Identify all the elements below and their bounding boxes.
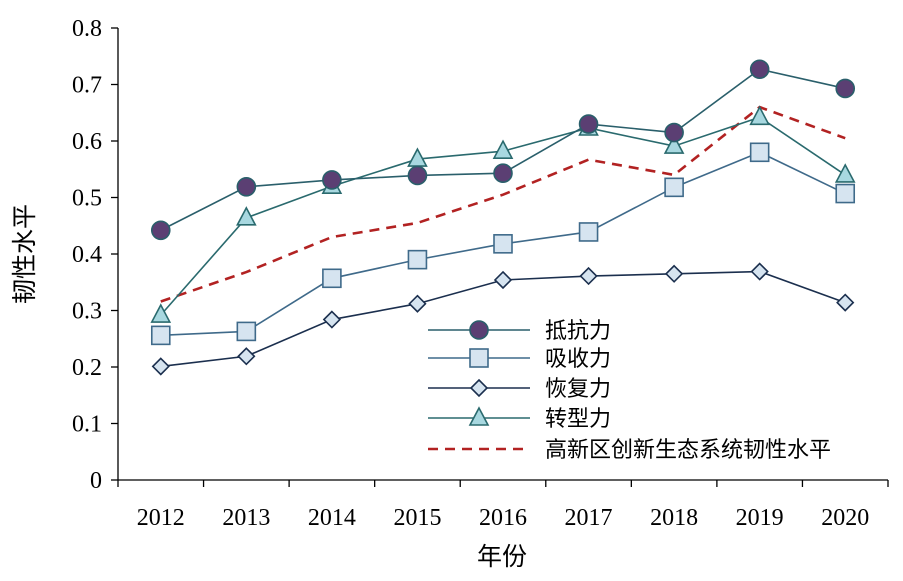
data-point [835,183,856,204]
y-tick-label: 0.2 [72,355,102,381]
data-point [749,142,770,163]
legend-label: 恢复力 [545,376,611,401]
data-point [322,268,342,289]
y-tick-label: 0.8 [72,16,102,42]
legend-swatch-marker [468,406,490,426]
legend-label: 吸收力 [545,346,611,371]
legend-item: 恢复力 [428,376,611,401]
data-point [835,78,856,99]
x-tick-label: 2013 [222,505,270,531]
y-tick-label: 0.1 [72,412,102,438]
y-tick-label: 0.6 [72,129,102,155]
data-point [750,262,769,281]
data-point [237,347,256,366]
data-point [322,310,342,329]
legend-label: 转型力 [545,406,611,431]
data-point [663,134,685,154]
legend-item: 转型力 [428,406,611,431]
x-axis-title: 年份 [477,543,527,571]
x-tick-label: 2019 [736,505,784,531]
series-line [160,105,846,303]
data-point [493,234,513,254]
data-point [236,206,257,226]
legend-swatch-marker [469,378,489,398]
data-point [151,357,170,376]
data-point [322,170,342,190]
data-point [664,177,684,198]
data-point [493,270,513,290]
data-point [408,294,427,313]
x-tick-label: 2020 [821,505,869,531]
x-tick-label: 2014 [308,505,356,531]
y-tick-label: 0.7 [72,73,102,99]
x-tick-label: 2015 [393,505,441,531]
data-point [578,222,599,242]
x-tick-label: 2018 [650,505,698,531]
data-point [407,165,428,186]
y-tick-label: 0.5 [72,186,102,212]
series-0 [150,59,856,241]
data-point [236,176,257,197]
data-point [236,321,257,342]
x-tick-label: 2017 [565,505,613,531]
legend-item: 抵抗力 [428,318,611,343]
data-point [579,266,598,286]
data-point [578,114,599,134]
legend-item: 吸收力 [428,346,611,371]
data-point [150,220,171,241]
series-1 [150,142,856,346]
y-tick-label: 0.3 [72,299,102,325]
legend-label: 抵抗力 [545,318,611,343]
data-point [749,59,770,80]
data-point [492,139,514,159]
data-point [664,122,684,143]
legend-label: 高新区创新生态系统韧性水平 [545,437,831,462]
x-tick-label: 2012 [137,505,185,531]
data-point [407,147,428,167]
axes: 0 0.1 0.2 0.3 0.4 0.5 0.6 0.7 0.8 2012 2013 2014 201… [72,16,889,531]
data-point [664,264,684,283]
y-tick-label: 0 [90,468,102,494]
legend-item: 高新区创新生态系统韧性水平 [428,437,831,462]
y-axis-title: 韧性水平 [11,204,39,304]
series-layer [150,59,856,376]
series-2 [151,262,855,376]
series-4 [160,105,846,303]
y-tick-label: 0.4 [72,242,102,268]
series-3 [150,105,856,323]
legend-swatch-marker [469,348,489,368]
data-point [834,163,856,183]
legend-swatch-marker [469,320,489,340]
data-point [150,303,172,323]
x-tick-label: 2016 [479,505,527,531]
data-point [150,325,171,346]
data-point [407,249,428,270]
data-point [749,105,770,126]
data-point [493,163,513,184]
data-point [836,293,855,312]
